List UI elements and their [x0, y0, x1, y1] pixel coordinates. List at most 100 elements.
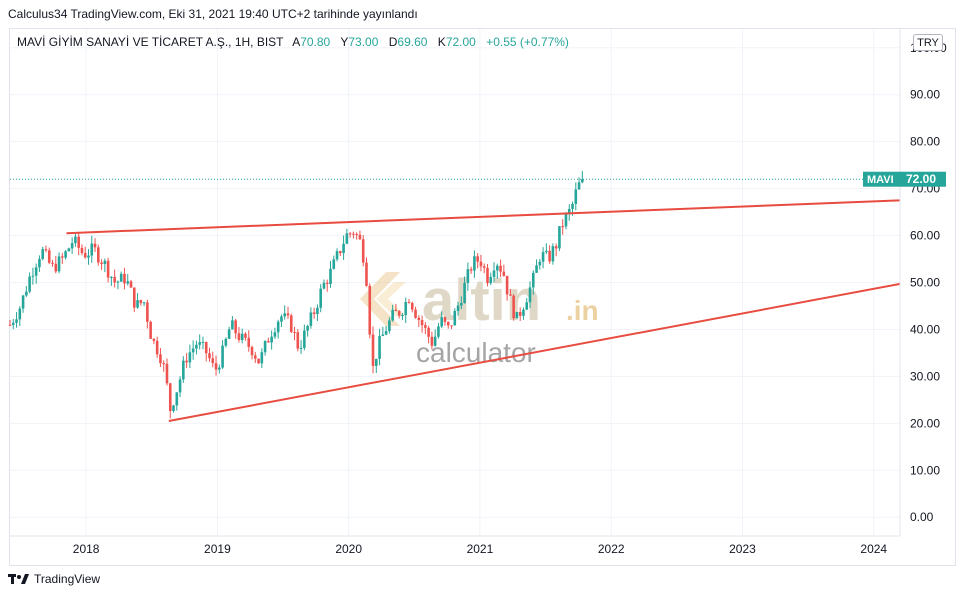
candle-body: [283, 313, 287, 317]
candle-body: [61, 256, 64, 258]
price-tag-price: 72.00: [906, 172, 936, 186]
candle-body: [410, 302, 414, 310]
candle-body: [374, 358, 378, 366]
candle-body: [142, 302, 146, 304]
candle-body: [198, 342, 201, 345]
candle-body: [469, 269, 473, 271]
x-tick-label: 2018: [73, 542, 100, 556]
x-tick-label: 2022: [598, 542, 625, 556]
trendlines: [66, 199, 901, 422]
candle-body: [41, 249, 45, 259]
candle-body: [106, 260, 110, 278]
candle-body: [103, 260, 107, 265]
candle-body: [473, 256, 476, 271]
candle-body: [253, 355, 257, 359]
candle-body: [296, 332, 300, 349]
candle-body: [433, 336, 437, 346]
candle-body: [404, 302, 408, 316]
open-value: 70.80: [300, 35, 331, 49]
candle-body: [365, 262, 368, 286]
candle-body: [424, 325, 427, 328]
candle-body: [126, 281, 130, 284]
candle-body: [93, 243, 97, 248]
candle-body: [316, 307, 319, 315]
price-tag: MAVI 72.00: [863, 171, 946, 187]
candle-body: [227, 329, 231, 339]
candle-body: [518, 312, 522, 316]
candle-body: [34, 267, 38, 276]
candle-body: [165, 363, 169, 384]
candle-body: [312, 312, 316, 315]
candle-body: [152, 338, 156, 341]
symbol-title: MAVİ GİYİM SANAYİ VE TİCARET A.Ş., 1H, B…: [17, 35, 284, 49]
candle-body: [113, 276, 116, 283]
candle-body: [535, 265, 538, 273]
candle-body: [443, 317, 447, 322]
candle-body: [201, 342, 205, 344]
candle-body: [11, 322, 15, 325]
watermark: altin .in calculator: [360, 268, 599, 368]
candle-body: [110, 276, 113, 278]
candle-body: [388, 320, 391, 332]
publish-caption: Calculus34 TradingView.com, Eki 31, 2021…: [8, 7, 418, 21]
candle-body: [492, 270, 496, 277]
grid: [10, 29, 900, 536]
x-tick-label: 2019: [204, 542, 231, 556]
y-tick-label: 50.00: [910, 276, 940, 290]
price-tag-symbol-box: [863, 171, 900, 187]
candle-body: [136, 300, 139, 308]
candle-body: [345, 233, 349, 244]
candle-body: [571, 203, 574, 209]
candle-body: [8, 324, 12, 326]
candle-body: [260, 352, 264, 364]
candle-body: [495, 265, 499, 271]
candle-body: [505, 275, 509, 295]
candle-body: [123, 273, 126, 284]
candle-body: [525, 302, 529, 310]
candle-body: [463, 282, 466, 303]
candle-body: [558, 226, 561, 249]
y-axis: 100.0090.0080.0070.0060.0050.0040.0030.0…: [899, 29, 947, 536]
candle-body: [257, 358, 260, 364]
candle-body: [361, 239, 365, 263]
candle-body: [224, 338, 228, 346]
candle-body: [270, 336, 273, 343]
candle-body: [221, 345, 224, 368]
candle-body: [355, 234, 358, 236]
currency-button[interactable]: TRY: [913, 34, 943, 51]
candle-body: [119, 273, 123, 282]
candle-body: [80, 247, 84, 253]
candle-body: [446, 321, 450, 326]
candle-body: [538, 261, 542, 266]
candle-body: [146, 302, 149, 322]
open-key: A: [292, 35, 301, 49]
candle-body: [273, 332, 277, 337]
price-tag-price-box: [900, 171, 946, 187]
candle-body: [456, 305, 460, 311]
candle-body: [54, 263, 58, 272]
low-value: 69.60: [397, 35, 428, 49]
candle-body: [531, 272, 535, 288]
close-value: 72.00: [445, 35, 476, 49]
candle-body: [132, 287, 136, 308]
candle-body: [430, 336, 434, 346]
candle-body: [306, 325, 309, 331]
candle-body: [541, 252, 545, 262]
candle-body: [31, 275, 35, 277]
candle-body: [211, 358, 215, 364]
candle-body: [417, 317, 421, 321]
candle-body: [289, 315, 293, 332]
candle-body: [528, 287, 532, 303]
x-axis: 2018 2019 2020 2021 2022 2023 2024: [10, 535, 900, 556]
close-key: K: [437, 35, 446, 49]
candle-body: [522, 309, 525, 316]
candle-body: [70, 243, 74, 249]
candle-body: [486, 267, 489, 284]
candle-body: [378, 335, 381, 359]
candle-body: [83, 252, 87, 258]
candle-body: [15, 319, 18, 323]
candle-body: [263, 341, 267, 353]
candle-body: [352, 233, 355, 235]
candle-body: [479, 261, 483, 267]
